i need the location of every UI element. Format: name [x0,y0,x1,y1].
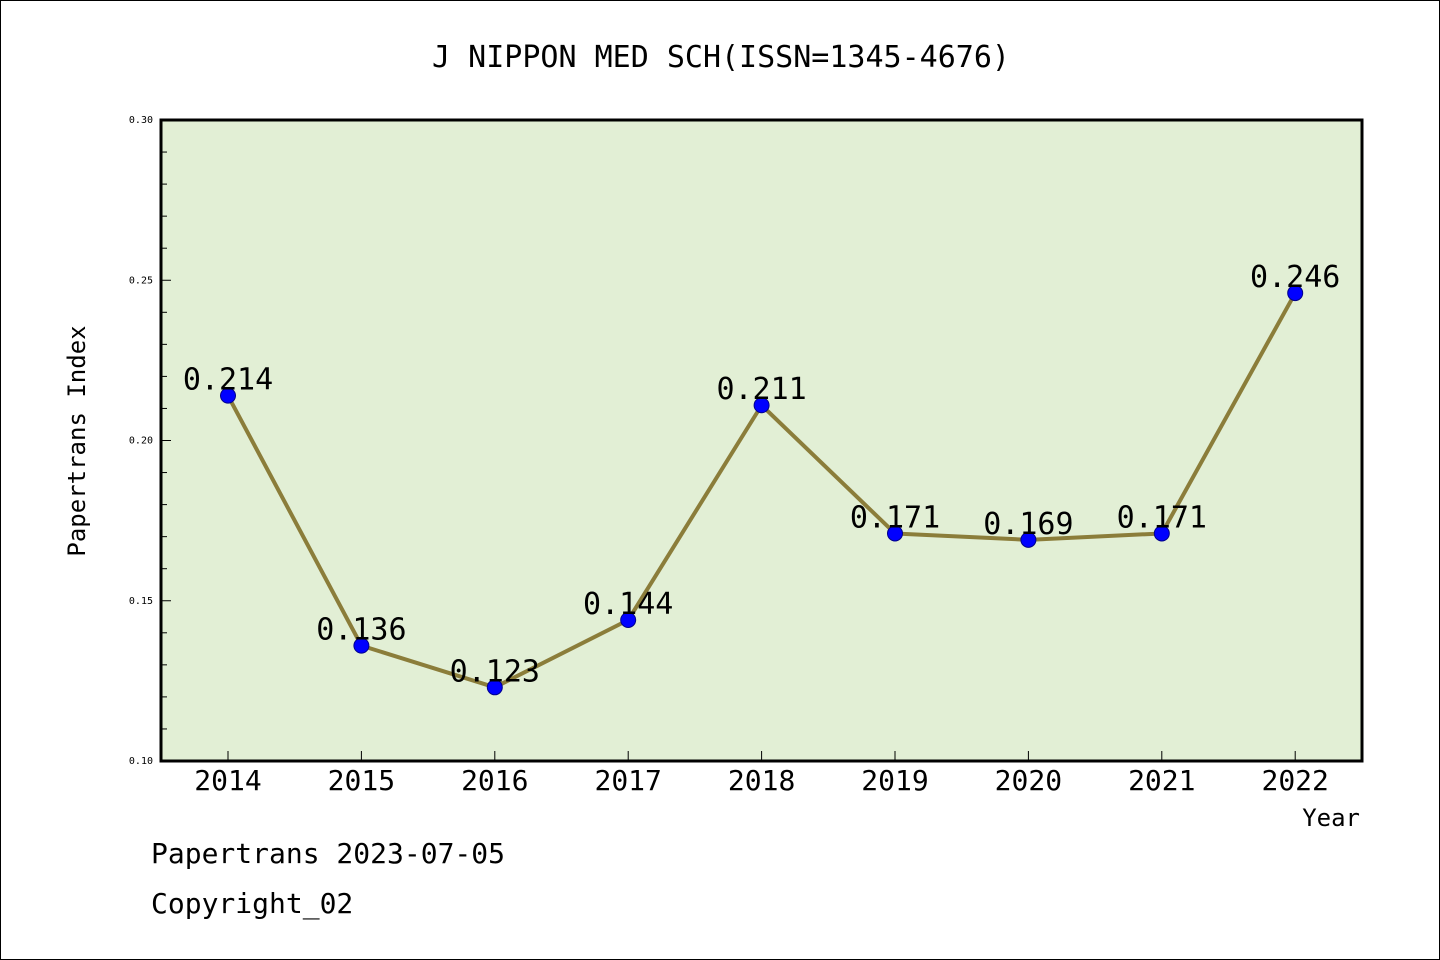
data-label: 0.171 [850,500,940,535]
data-label: 0.211 [716,372,806,407]
x-tick-label: 2022 [1261,764,1328,797]
data-label: 0.136 [316,613,406,648]
y-axis-label: Papertrans Index [63,325,91,556]
y-tick-label: 0.15 [129,596,153,607]
footer-date: Papertrans 2023-07-05 [151,837,506,870]
y-tick-label: 0.20 [129,436,153,447]
data-point [1153,525,1170,542]
y-tick-label: 0.30 [129,115,153,126]
data-label: 0.123 [450,654,540,689]
plot-area [159,118,1364,763]
data-label: 0.214 [183,363,273,398]
data-label: 0.144 [583,587,673,622]
x-tick-label: 2018 [728,764,795,797]
chart-title: J NIPPON MED SCH(ISSN=1345-4676) [432,40,1010,75]
data-point [887,525,903,542]
x-axis-ticks: 2014 2015 2016 2017 2018 2019 2020 2021 2022 [194,751,1329,797]
y-tick-label: 0.25 [129,275,153,286]
data-label: 0.169 [983,507,1073,542]
footer-copyright: Copyright_02 [151,887,354,920]
data-label: 0.246 [1250,260,1340,295]
data-point [220,387,236,404]
x-tick-label: 2016 [461,764,528,797]
x-axis-label: Year [1302,804,1360,832]
x-tick-label: 2017 [594,764,661,797]
data-point [353,637,370,654]
series-line-group: 0.214 0.136 0.123 0.144 0.211 0.171 0.169 0.171… [183,260,1340,696]
x-tick-label: 2020 [995,764,1062,797]
x-tick-label: 2021 [1128,764,1195,797]
data-point [620,611,637,628]
data-point [1020,531,1037,548]
data-point [1287,285,1304,302]
y-tick-label: 0.10 [129,756,153,767]
x-tick-label: 2019 [861,764,928,797]
data-label: 0.171 [1117,500,1207,535]
data-point [486,679,503,696]
data-point [753,397,770,414]
y-axis-ticks: 0.10 0.15 0.20 0.25 0.30 [129,115,171,767]
x-tick-label: 2015 [328,764,395,797]
x-tick-label: 2014 [194,764,261,797]
